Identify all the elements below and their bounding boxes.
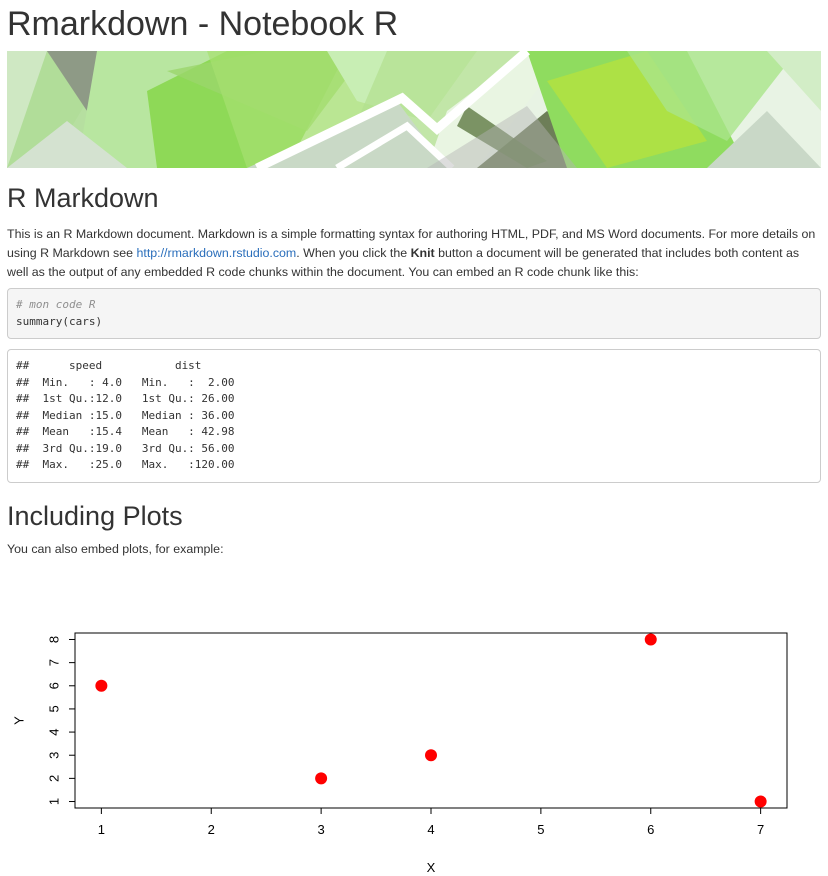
rmarkdown-link[interactable]: http://rmarkdown.rstudio.com <box>136 246 297 260</box>
x-tick-label: 3 <box>318 822 325 837</box>
x-tick-label: 1 <box>98 822 105 837</box>
x-tick-label: 2 <box>208 822 215 837</box>
x-tick-label: 4 <box>427 822 434 837</box>
data-point <box>95 679 108 692</box>
y-tick-label: 5 <box>46 705 61 712</box>
y-tick-label: 4 <box>46 728 61 735</box>
code-chunk: # mon code R summary(cars) <box>7 288 821 339</box>
data-point <box>315 772 328 785</box>
output-line: ## Min. : 4.0 Min. : 2.00 <box>16 375 248 389</box>
y-tick-label: 6 <box>46 682 61 689</box>
x-axis: 1 2 3 4 5 6 7 <box>98 807 764 837</box>
scatter-plot-svg: 1 2 3 4 5 6 7 1 2 3 4 5 6 7 8 X Y <box>11 632 788 875</box>
intro-text-3: button a document will be generated that… <box>7 246 800 279</box>
x-tick-label: 5 <box>537 822 544 837</box>
data-point <box>425 749 437 762</box>
code-output: ## speed dist ## Min. : 4.0 Min. : 2.00 … <box>7 349 821 483</box>
output-line: ## Max. :25.0 Max. :120.00 <box>16 458 248 471</box>
output-line: ## speed dist <box>16 359 248 372</box>
plots-paragraph: You can also embed plots, for example: <box>7 542 224 556</box>
output-line: ## Mean :15.4 Mean : 42.98 <box>16 425 248 438</box>
x-tick-label: 6 <box>647 822 654 837</box>
scatter-plot: 1 2 3 4 5 6 7 1 2 3 4 5 6 7 8 X Y <box>7 596 821 876</box>
y-tick-label: 2 <box>46 775 61 782</box>
x-axis-label: X <box>427 860 436 875</box>
code-line: summary(cars) <box>16 314 103 328</box>
output-line: ## Median :15.0 Median : 36.00 <box>16 408 248 422</box>
section-heading-including-plots: Including Plots <box>7 501 183 531</box>
y-tick-label: 7 <box>46 659 61 666</box>
y-axis: 1 2 3 4 5 6 7 8 <box>46 636 76 805</box>
page-title: Rmarkdown - Notebook R <box>7 5 399 43</box>
intro-text-1: This is an R Markdown document. Markdown… <box>7 227 816 260</box>
y-tick-label: 1 <box>46 798 61 805</box>
x-tick-label: 7 <box>757 822 764 837</box>
intro-paragraph: This is an R Markdown document. Markdown… <box>7 225 819 282</box>
code-comment: # mon code R <box>16 298 96 311</box>
section-heading-r-markdown: R Markdown <box>7 183 159 213</box>
data-points <box>95 633 767 808</box>
data-point <box>644 633 657 646</box>
y-tick-label: 3 <box>46 752 61 759</box>
output-line: ## 1st Qu.:12.0 1st Qu.: 26.00 <box>16 392 248 405</box>
plot-frame <box>74 632 788 809</box>
output-line: ## 3rd Qu.:19.0 3rd Qu.: 56.00 <box>16 441 248 455</box>
y-axis-label: Y <box>11 716 26 725</box>
banner-image <box>7 51 821 168</box>
y-tick-label: 8 <box>46 636 61 643</box>
data-point <box>754 795 767 808</box>
intro-text-2: . When you click the <box>296 246 411 260</box>
knit-bold-text: Knit <box>410 246 435 260</box>
